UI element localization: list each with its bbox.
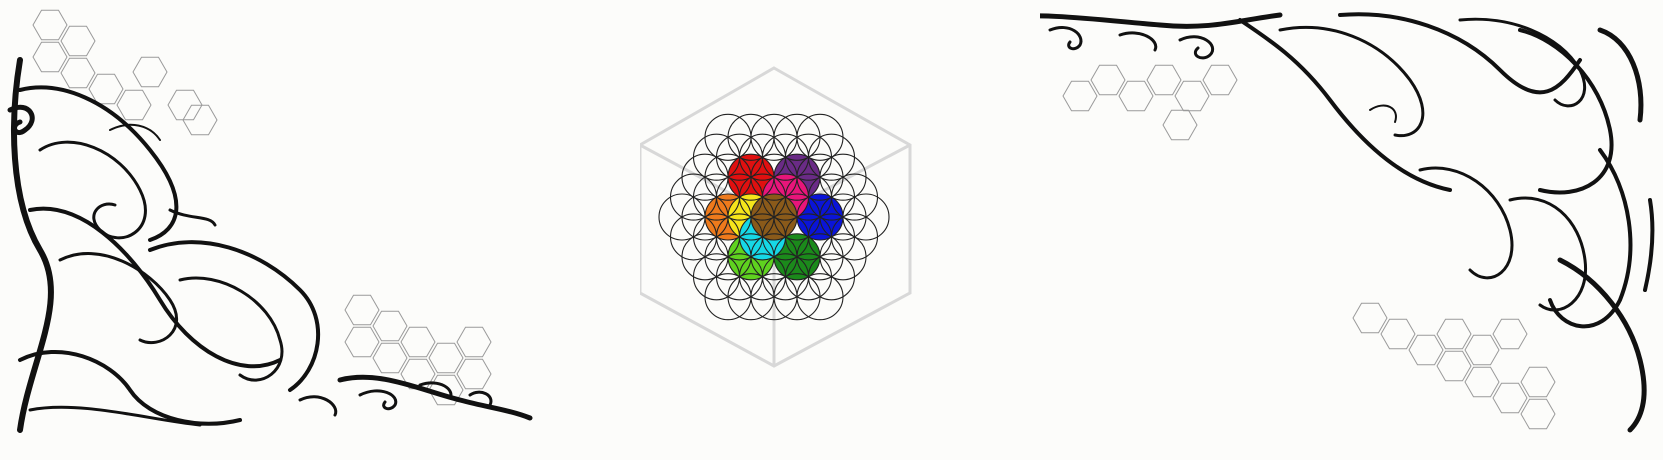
right-corner-ornament [1040, 12, 1655, 433]
hex-cell [456, 326, 492, 358]
hex-cell [32, 9, 68, 41]
hex-cell [116, 89, 152, 121]
hex-cell [1436, 350, 1472, 382]
hex-cell [1464, 334, 1500, 366]
hex-cell [60, 25, 96, 57]
left-hex-grid [32, 9, 492, 406]
hex-cell [1062, 80, 1098, 112]
hex-cell [1464, 366, 1500, 398]
hex-cell [1492, 382, 1528, 414]
hex-cell [132, 56, 168, 88]
hex-cell [1202, 64, 1238, 96]
hex-cell [344, 326, 380, 358]
left-scroll-ornament-icon [7, 57, 533, 433]
left-corner-ornament [7, 9, 533, 433]
hex-cell [1520, 366, 1556, 398]
hex-cell [1408, 334, 1444, 366]
hex-cell [1436, 318, 1472, 350]
hex-cell [1492, 318, 1528, 350]
flower-of-life-cube-icon [640, 66, 912, 368]
hex-cell [372, 342, 408, 374]
flower-circle [842, 193, 890, 241]
hex-cell [400, 326, 436, 358]
hex-cell [1146, 64, 1182, 96]
hex-cell [1352, 302, 1388, 334]
hex-cell [456, 358, 492, 390]
flower-of-life-circles [658, 113, 890, 321]
hex-cell [428, 342, 464, 374]
hex-cell [1174, 80, 1210, 112]
hex-cell [60, 57, 96, 89]
hex-cell [88, 73, 124, 105]
hex-cell [344, 294, 380, 326]
hex-cell [1090, 64, 1126, 96]
hex-cell [167, 89, 203, 121]
hex-cell [1118, 80, 1154, 112]
right-scroll-ornament-icon [1040, 12, 1655, 433]
hex-cell [1380, 318, 1416, 350]
hex-cell [1520, 398, 1556, 430]
hex-cell [32, 41, 68, 73]
hex-cell [372, 310, 408, 342]
hex-cell [1162, 109, 1198, 141]
hex-cell [182, 104, 218, 136]
right-hex-grid [1062, 64, 1556, 430]
